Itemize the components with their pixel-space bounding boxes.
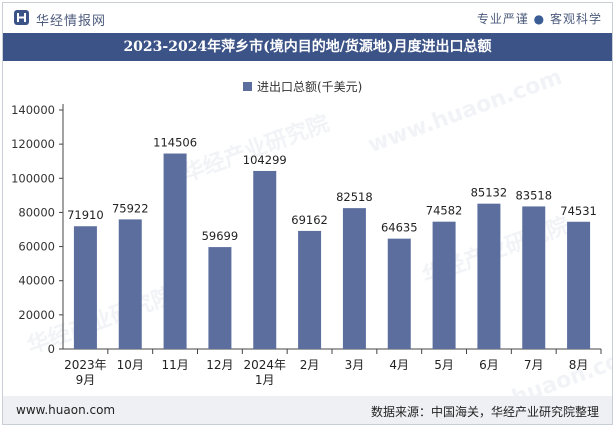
title-bar: 2023-2024年萍乡市(境内目的地/货源地)月度进出口总额 xyxy=(3,33,612,61)
y-tick-label: 140000 xyxy=(11,103,55,117)
slogan: 专业严谨 ● 客观科学 xyxy=(477,10,602,27)
chart-title: 2023-2024年萍乡市(境内目的地/货源地)月度进出口总额 xyxy=(123,39,492,55)
x-tick-label: 6月 xyxy=(479,358,499,372)
top-bar: 华经情报网 专业严谨 ● 客观科学 xyxy=(3,3,612,33)
footer-bar: www.huaon.com 数据来源：中国海关，华经产业研究院整理 xyxy=(3,396,612,424)
data-label: 75922 xyxy=(112,201,149,215)
bar xyxy=(387,238,411,349)
data-label: 114506 xyxy=(153,136,197,150)
legend-swatch xyxy=(243,82,252,91)
bar xyxy=(298,230,322,349)
bar-chart: 进出口总额(千美元) 0 20000 40000 60000 80000 100000 120… xyxy=(11,80,602,387)
data-label: 71910 xyxy=(67,208,104,222)
x-tick-label: 3月 xyxy=(345,358,365,372)
data-label: 74582 xyxy=(426,204,463,218)
slogan-left: 专业严谨 xyxy=(476,12,529,26)
bar xyxy=(477,203,501,349)
y-tick-label: 40000 xyxy=(18,274,55,288)
bar xyxy=(163,153,187,349)
data-label: 83518 xyxy=(515,188,552,202)
x-tick-label: 1月 xyxy=(255,373,275,387)
bar xyxy=(253,170,277,349)
bar xyxy=(432,221,456,349)
y-tick-label: 60000 xyxy=(18,240,55,254)
data-label: 85132 xyxy=(471,186,508,200)
x-tick-label: 10月 xyxy=(117,358,144,372)
x-tick-label: 2月 xyxy=(300,358,320,372)
bar xyxy=(342,208,366,349)
x-tick-label: 7月 xyxy=(524,358,544,372)
x-tick-label: 8月 xyxy=(569,358,589,372)
x-tick-label: 4月 xyxy=(389,358,409,372)
slogan-right: 客观科学 xyxy=(549,12,602,26)
data-label: 64635 xyxy=(381,221,418,235)
y-tick-label: 100000 xyxy=(11,171,55,185)
x-tick-label: 11月 xyxy=(161,358,188,372)
bar xyxy=(567,221,591,349)
x-tick-label: 12月 xyxy=(206,358,233,372)
data-label: 69162 xyxy=(291,213,328,227)
x-tick-label: 2024年 xyxy=(243,358,286,372)
brand-name: 华经情报网 xyxy=(36,14,107,29)
bar xyxy=(522,206,546,349)
data-label: 82518 xyxy=(336,190,373,204)
x-tick-label: 2023年 xyxy=(64,358,107,372)
report-frame: 华经情报网 专业严谨 ● 客观科学 2023-2024年萍乡市(境内目的地/货源… xyxy=(2,2,613,425)
huajing-logo-icon xyxy=(14,10,29,25)
x-tick-label: 5月 xyxy=(434,358,454,372)
y-tick-label: 0 xyxy=(48,342,55,356)
y-tick-label: 20000 xyxy=(18,308,55,322)
legend-label: 进出口总额(千美元) xyxy=(257,80,362,94)
bar xyxy=(73,226,97,349)
x-tick-label: 9月 xyxy=(76,373,96,387)
data-label: 74531 xyxy=(560,204,597,218)
bar xyxy=(208,247,232,349)
footer-site-url: www.huaon.com xyxy=(16,403,116,417)
bar xyxy=(118,219,142,349)
data-label: 104299 xyxy=(243,153,287,167)
y-tick-label: 80000 xyxy=(18,205,55,219)
data-label: 59699 xyxy=(202,229,239,243)
y-tick-label: 120000 xyxy=(11,137,55,151)
slogan-separator: ● xyxy=(533,12,546,26)
footer-data-source: 数据来源：中国海关，华经产业研究院整理 xyxy=(370,405,599,419)
